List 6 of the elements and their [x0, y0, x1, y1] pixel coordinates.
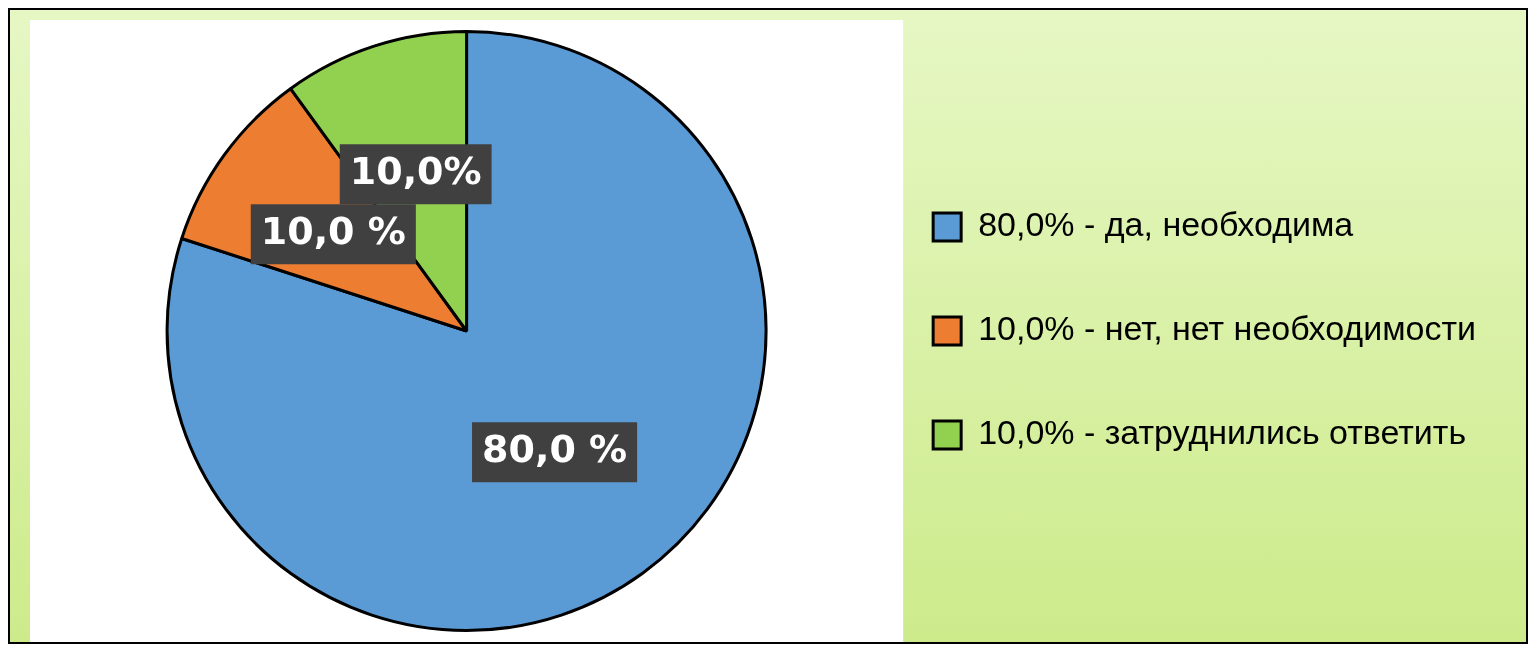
legend-label: 10,0% - затруднились ответить	[978, 413, 1467, 452]
data-label: 80,0 %	[482, 427, 628, 472]
data-label: 10,0%	[349, 149, 482, 194]
legend-label: 10,0% - нет, нет необходимости	[978, 309, 1477, 348]
data-label: 10,0 %	[260, 209, 406, 254]
legend-label: 80,0% - да, необходима	[978, 205, 1354, 244]
